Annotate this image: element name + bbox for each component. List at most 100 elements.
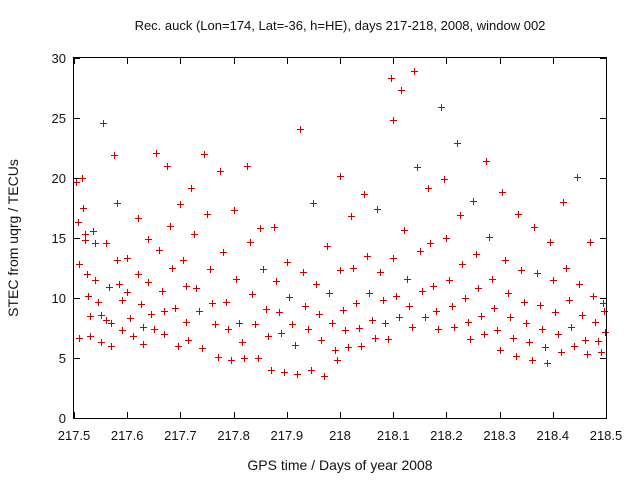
data-point xyxy=(574,174,581,181)
data-point xyxy=(526,339,533,346)
data-point xyxy=(523,320,530,327)
data-points xyxy=(73,68,609,380)
data-point xyxy=(382,320,389,327)
data-point xyxy=(473,251,480,258)
data-point xyxy=(342,327,349,334)
data-point xyxy=(584,351,591,358)
data-point xyxy=(590,293,597,300)
x-tick-label: 218.1 xyxy=(377,428,410,443)
data-point xyxy=(289,321,296,328)
data-point xyxy=(369,317,376,324)
data-point xyxy=(76,335,83,342)
data-point xyxy=(209,300,216,307)
data-point xyxy=(348,213,355,220)
data-point xyxy=(318,337,325,344)
data-point xyxy=(324,243,331,250)
y-tick-label: 5 xyxy=(59,351,66,366)
data-point xyxy=(138,301,145,308)
data-point xyxy=(92,240,99,247)
data-point xyxy=(404,276,411,283)
data-point xyxy=(116,281,123,288)
data-point xyxy=(228,357,235,364)
data-point xyxy=(180,257,187,264)
data-point xyxy=(308,367,315,374)
data-point xyxy=(505,290,512,297)
data-point xyxy=(73,179,80,186)
data-point xyxy=(103,240,110,247)
data-point xyxy=(406,303,413,310)
data-point xyxy=(350,265,357,272)
data-point xyxy=(513,353,520,360)
y-tick-label: 20 xyxy=(52,171,66,186)
data-point xyxy=(172,305,179,312)
data-point xyxy=(470,198,477,205)
data-point xyxy=(87,313,94,320)
data-point xyxy=(356,325,363,332)
x-tick-label: 218.3 xyxy=(483,428,516,443)
data-point xyxy=(220,249,227,256)
data-point xyxy=(273,278,280,285)
data-point xyxy=(140,324,147,331)
data-point xyxy=(547,239,554,246)
data-point xyxy=(106,284,113,291)
data-point xyxy=(75,219,82,226)
data-point xyxy=(385,336,392,343)
data-point xyxy=(225,326,232,333)
data-point xyxy=(201,151,208,158)
data-point xyxy=(332,347,339,354)
data-point xyxy=(425,185,432,192)
data-point xyxy=(108,343,115,350)
data-point xyxy=(241,355,248,362)
data-point xyxy=(255,355,262,362)
data-point xyxy=(276,309,283,316)
data-point xyxy=(483,158,490,165)
data-point xyxy=(177,201,184,208)
data-point xyxy=(361,191,368,198)
data-point xyxy=(185,337,192,344)
x-tick-label: 218.5 xyxy=(590,428,623,443)
data-point xyxy=(302,303,309,310)
data-point xyxy=(212,321,219,328)
data-point xyxy=(377,269,384,276)
data-point xyxy=(175,343,182,350)
data-point xyxy=(537,302,544,309)
data-point xyxy=(497,347,504,354)
data-point xyxy=(284,259,291,266)
data-point xyxy=(236,320,243,327)
data-point xyxy=(199,345,206,352)
data-point xyxy=(159,288,166,295)
x-tick-label: 218.4 xyxy=(537,428,570,443)
data-point xyxy=(135,215,142,222)
x-tick-label: 217.7 xyxy=(164,428,197,443)
y-tick-label: 30 xyxy=(52,51,66,66)
data-point xyxy=(507,314,514,321)
data-point xyxy=(414,164,421,171)
data-point xyxy=(124,289,131,296)
data-point xyxy=(321,373,328,380)
data-point xyxy=(393,293,400,300)
data-point xyxy=(204,211,211,218)
data-point xyxy=(188,185,195,192)
data-point xyxy=(148,311,155,318)
data-point xyxy=(79,175,86,182)
data-point xyxy=(510,335,517,342)
data-point xyxy=(366,290,373,297)
data-point xyxy=(451,324,458,331)
data-point xyxy=(151,326,158,333)
data-point xyxy=(252,321,259,328)
data-point xyxy=(124,255,131,262)
data-point xyxy=(215,354,222,361)
data-point xyxy=(111,152,118,159)
data-point xyxy=(84,271,91,278)
data-point xyxy=(478,313,485,320)
data-point xyxy=(130,333,137,340)
data-point xyxy=(401,227,408,234)
data-point xyxy=(161,331,168,338)
data-point xyxy=(563,265,570,272)
data-point xyxy=(247,239,254,246)
data-point xyxy=(560,199,567,206)
data-point xyxy=(239,339,246,346)
data-point xyxy=(595,338,602,345)
data-point xyxy=(438,104,445,111)
data-point xyxy=(345,344,352,351)
